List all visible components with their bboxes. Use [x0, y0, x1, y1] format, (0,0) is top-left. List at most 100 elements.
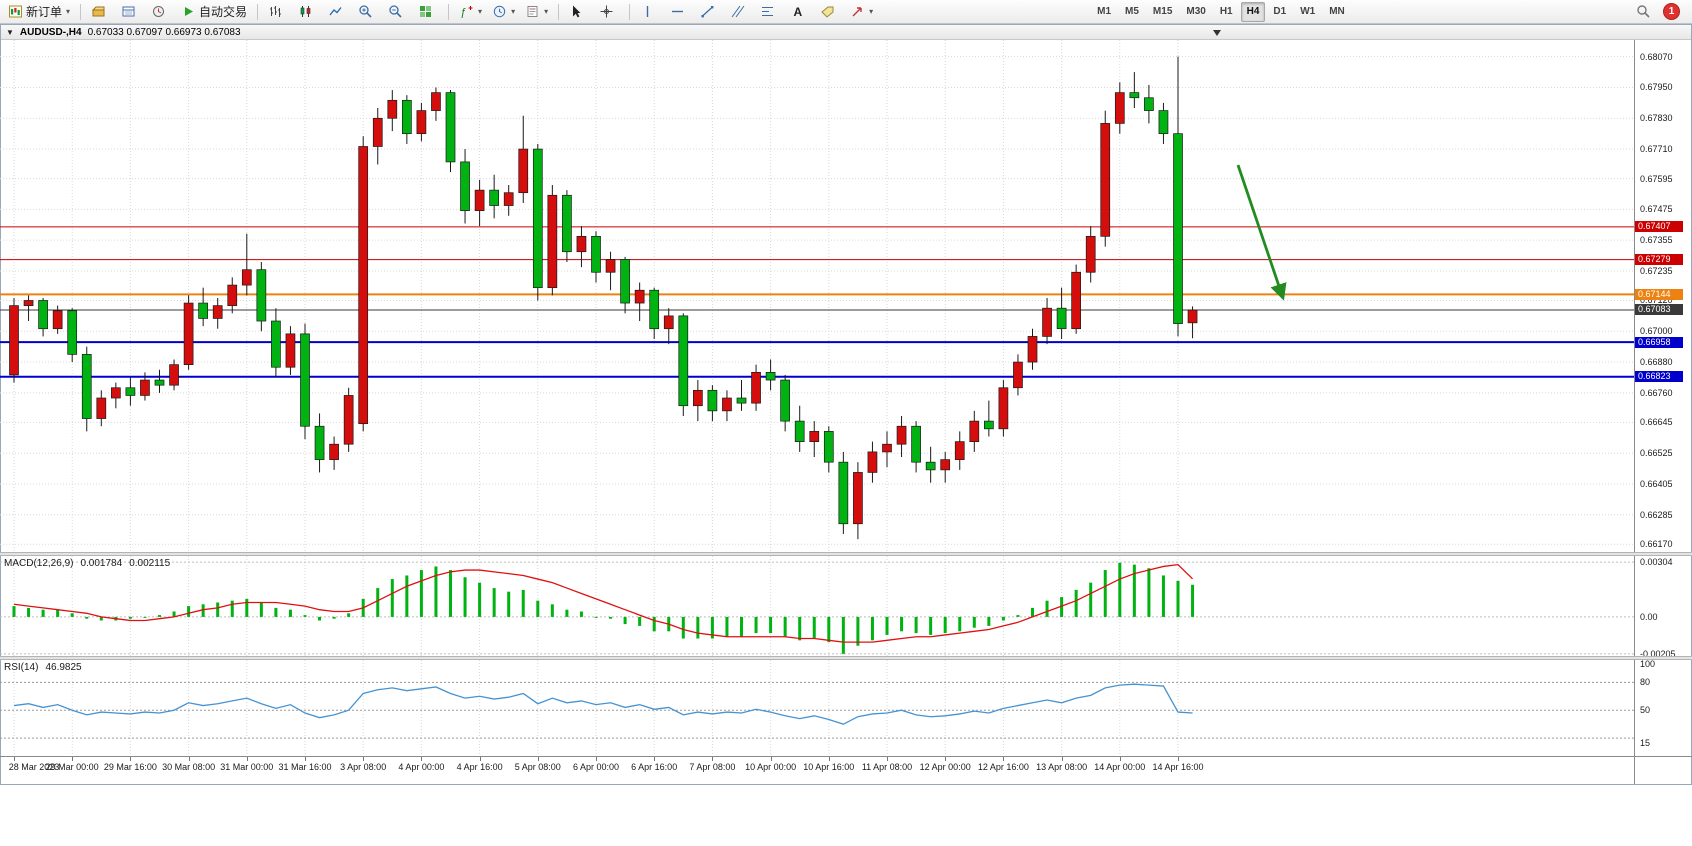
periods-button[interactable]: ▾	[488, 1, 519, 23]
price-axis-label: 0.67595	[1640, 173, 1673, 184]
rsi-panel-canvas[interactable]	[0, 660, 1634, 756]
candle-body	[285, 333, 296, 368]
notification-badge[interactable]: 1	[1663, 3, 1680, 20]
candle-body	[663, 315, 674, 330]
arrows-tool-button[interactable]: ▾	[846, 1, 877, 23]
candle-body	[1100, 123, 1111, 237]
time-axis-tick	[14, 757, 15, 761]
timeframe-button-mn[interactable]: MN	[1329, 6, 1345, 17]
auto-trading-button[interactable]: 自动交易	[177, 1, 251, 23]
time-axis-label[interactable]: 31 Mar 16:00	[278, 762, 332, 772]
window-menu-icon[interactable]: ▼	[6, 27, 14, 37]
depth-of-market-button[interactable]	[87, 1, 115, 23]
time-axis-tick	[537, 757, 539, 761]
time-axis-tick	[421, 757, 423, 761]
label-tool-button[interactable]	[816, 1, 844, 23]
macd-histogram-bar	[158, 615, 161, 617]
timeframe-button-m15[interactable]: M15	[1152, 6, 1173, 17]
chart-window-titlebar[interactable]: ▼ AUDUSD-,H4 0.67033 0.67097 0.66973 0.6…	[1, 25, 1691, 40]
macd-histogram-bar	[70, 613, 74, 617]
templates-button[interactable]: ▾	[521, 1, 552, 23]
economic-calendar-button[interactable]	[147, 1, 175, 23]
time-axis-label[interactable]: 14 Apr 16:00	[1152, 762, 1204, 772]
time-axis-tick	[363, 757, 365, 761]
search-icon[interactable]	[1636, 4, 1651, 19]
line-chart-button[interactable]	[324, 1, 352, 23]
time-axis-label[interactable]: 13 Apr 08:00	[1036, 762, 1088, 772]
time-axis-label[interactable]: 29 Mar 00:00	[45, 762, 99, 772]
time-axis-label[interactable]: 12 Apr 00:00	[919, 762, 971, 772]
panel-splitter[interactable]	[0, 656, 1692, 660]
timeframe-button-h4[interactable]: H4	[1240, 1, 1266, 22]
time-axis-label[interactable]: 10 Apr 16:00	[803, 762, 855, 772]
time-axis-label[interactable]: 12 Apr 16:00	[977, 762, 1029, 772]
time-axis-label[interactable]: 6 Apr 00:00	[572, 762, 620, 772]
time-axis-label[interactable]: 28 Mar 2023	[8, 762, 60, 772]
time-axis-label[interactable]: 10 Apr 00:00	[745, 762, 797, 772]
text-tool-button[interactable]: A	[786, 1, 814, 23]
fibonacci-tool-button[interactable]	[756, 1, 784, 23]
time-axis-label[interactable]: 14 Apr 00:00	[1094, 762, 1146, 772]
zoom-out-button[interactable]	[384, 1, 412, 23]
zoom-in-button[interactable]	[354, 1, 382, 23]
indicators-button[interactable]: ƒ ▾	[455, 1, 486, 23]
time-axis-label[interactable]: 5 Apr 08:00	[514, 762, 561, 772]
time-axis-label[interactable]: 6 Apr 16:00	[631, 762, 678, 772]
time-axis-label[interactable]: 7 Apr 08:00	[689, 762, 736, 772]
macd-histogram-bar	[27, 607, 31, 617]
price-axis-label: 0.67355	[1640, 235, 1673, 246]
price-axis-label: 0.66170	[1640, 539, 1673, 550]
candle-body	[678, 315, 689, 407]
time-axis-label[interactable]: 31 Mar 00:00	[220, 762, 274, 772]
candle-body	[38, 300, 48, 330]
timeframe-button-d1[interactable]: D1	[1273, 6, 1287, 17]
time-axis-label[interactable]: 30 Mar 08:00	[162, 762, 216, 772]
macd-histogram-bar	[1016, 615, 1020, 617]
chart-shift-marker[interactable]	[1213, 30, 1221, 36]
timeframe-button-w1[interactable]: W1	[1300, 6, 1316, 17]
timeframe-button-m30[interactable]: M30	[1186, 6, 1206, 17]
time-axis-label[interactable]: 3 Apr 08:00	[340, 762, 387, 772]
vertical-line-tool-button[interactable]	[636, 1, 664, 23]
panel-splitter[interactable]	[0, 552, 1692, 556]
timeframe-button-m5[interactable]: M5	[1125, 6, 1139, 17]
candle-body	[692, 389, 703, 407]
candle-body	[562, 194, 572, 253]
candle-body	[1071, 271, 1082, 330]
time-axis-label[interactable]: 11 Apr 08:00	[861, 762, 913, 772]
crosshair-button[interactable]	[595, 1, 623, 23]
tile-windows-button[interactable]	[414, 1, 442, 23]
macd-axis-label: 0.00304	[1640, 557, 1673, 568]
candle-body	[212, 305, 223, 319]
data-window-button[interactable]	[117, 1, 145, 23]
candle-body	[1173, 133, 1183, 324]
macd-axis-label: -0.00205	[1640, 648, 1676, 659]
candle-body	[1013, 361, 1023, 389]
time-axis-tick	[72, 757, 74, 761]
new-order-button[interactable]: 新订单 ▾	[4, 1, 74, 23]
horizontal-line-tool-button[interactable]	[666, 1, 694, 23]
trendline-tool-button[interactable]	[696, 1, 724, 23]
cursor-button[interactable]	[565, 1, 593, 23]
time-axis-tick	[246, 757, 248, 761]
toolbar-divider	[80, 3, 82, 20]
macd-histogram-bar	[594, 616, 598, 618]
candle-body	[896, 425, 907, 445]
bar-chart-button[interactable]	[264, 1, 292, 23]
zoom-out-icon	[388, 4, 403, 19]
candle-body	[154, 379, 165, 386]
candle-body	[634, 289, 645, 304]
timeframe-button-h1[interactable]: H1	[1219, 6, 1233, 17]
candle-body	[183, 302, 194, 366]
time-axis-label[interactable]: 4 Apr 00:00	[398, 762, 445, 772]
macd-histogram-bar	[230, 600, 234, 617]
time-axis-label[interactable]: 29 Mar 16:00	[103, 762, 157, 772]
time-axis-tick	[1119, 757, 1121, 761]
timeframe-button-m1[interactable]: M1	[1097, 6, 1112, 17]
macd-panel-canvas[interactable]	[0, 556, 1634, 656]
main-chart-canvas[interactable]	[0, 40, 1634, 552]
time-axis-label[interactable]: 4 Apr 16:00	[456, 762, 503, 772]
channel-tool-button[interactable]	[726, 1, 754, 23]
candlestick-chart-button[interactable]	[294, 1, 322, 23]
